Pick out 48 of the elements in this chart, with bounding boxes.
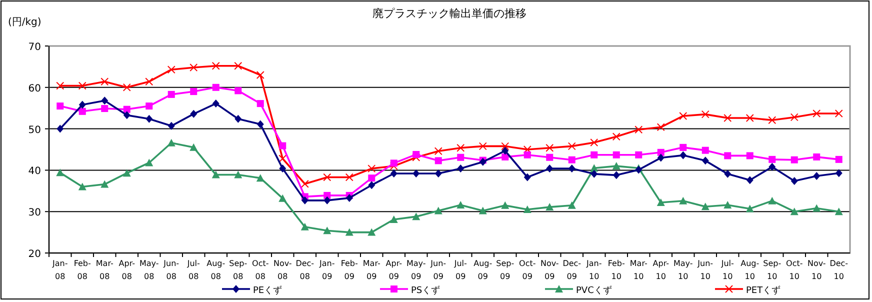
xtick: Nov-09: [540, 259, 559, 281]
xtick: Aug-10: [740, 259, 760, 281]
xtick: Jun-10: [698, 259, 714, 281]
title: 廃プラスチック輸出単価の推移: [372, 7, 526, 20]
xtick: Dec-09: [562, 259, 582, 281]
xtick: Dec-10: [830, 259, 848, 281]
xtick: Aug-09: [474, 259, 492, 281]
xtick: Oct-10: [786, 259, 803, 281]
xtick: Jul-09: [454, 259, 467, 281]
ytick: 70: [28, 42, 41, 53]
xtick: Jan-10: [586, 259, 602, 281]
ylabel: (円/kg): [8, 17, 42, 28]
ytick: 30: [28, 208, 41, 219]
xtick: Sep-08: [229, 259, 248, 281]
legend-label: PVCくず: [576, 285, 612, 296]
xtick: Apr-09: [386, 259, 402, 281]
xtick: Jul-10: [721, 259, 734, 281]
ytick: 40: [28, 166, 41, 178]
xtick: Feb-10: [608, 259, 625, 281]
xtick: Feb-08: [74, 259, 91, 281]
xtick: Oct-08: [252, 259, 269, 281]
xtick: Apr-08: [118, 259, 135, 281]
legend-label: PSくず: [411, 285, 440, 296]
legend-label: PETくず: [746, 285, 781, 296]
ytick: 50: [28, 124, 41, 136]
xtick: Dec-08: [296, 259, 314, 281]
legend-label: PEくず: [253, 285, 282, 296]
xtick: Oct-09: [519, 259, 536, 281]
xtick: Mar-08: [96, 259, 114, 281]
xtick: Nov-10: [807, 259, 826, 281]
xtick: Aug-08: [206, 259, 226, 281]
xtick: Jul-08: [187, 259, 200, 281]
xtick: Mar-10: [630, 259, 648, 281]
xtick: May-10: [673, 259, 693, 281]
xtick: Jun-08: [164, 259, 180, 281]
xtick: Jun-09: [430, 259, 446, 281]
ytick: 60: [28, 83, 41, 94]
xtick: May-08: [139, 259, 159, 281]
xtick: May-09: [406, 259, 426, 281]
xtick: Feb-09: [340, 259, 358, 281]
xtick: Apr-10: [652, 259, 669, 281]
xtick: Nov-08: [273, 259, 292, 281]
xtick: Sep-09: [496, 259, 514, 281]
xtick: Sep-10: [763, 259, 782, 281]
ytick: 20: [28, 249, 41, 260]
xtick: Mar-09: [362, 259, 380, 281]
xtick: Jan-09: [320, 259, 335, 281]
xtick: Jan-08: [52, 259, 68, 281]
